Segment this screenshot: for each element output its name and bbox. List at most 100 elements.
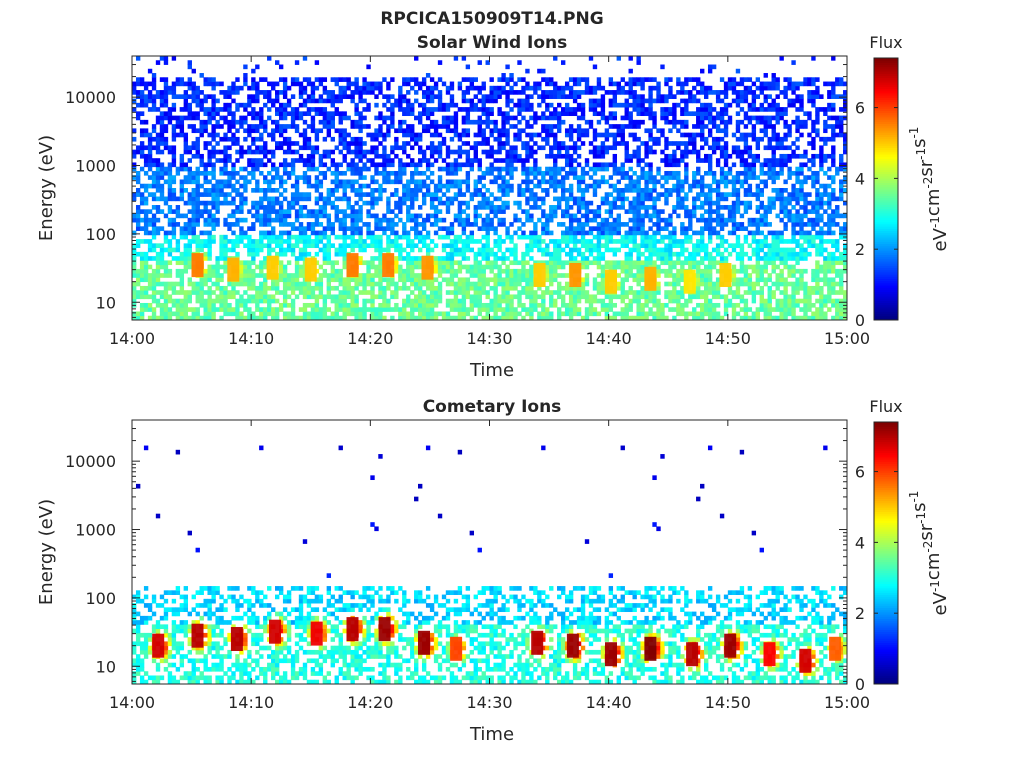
heat-cell <box>457 290 463 295</box>
heat-cell <box>298 85 304 91</box>
heat-cell <box>306 141 312 146</box>
heat-cell <box>568 260 574 266</box>
heat-cell <box>322 302 328 308</box>
heat-cell <box>139 226 145 231</box>
heat-cell <box>306 153 312 159</box>
heat-cell <box>378 260 383 266</box>
heat-cell <box>429 281 435 287</box>
heat-cell <box>306 136 312 142</box>
heat-cell <box>461 251 467 257</box>
heat-cell <box>163 77 169 82</box>
heat-cell <box>318 273 324 278</box>
heat-cell <box>461 179 467 185</box>
heat-cell <box>159 188 165 193</box>
heat-cell <box>457 239 463 244</box>
heat-cell <box>557 247 562 253</box>
heat-cell <box>159 209 165 214</box>
heat-cell <box>354 307 359 312</box>
heat-cell <box>549 281 554 287</box>
heat-cell <box>676 256 681 261</box>
heat-cell <box>600 132 606 138</box>
heat-cell <box>195 217 200 223</box>
heat-cell <box>437 196 443 202</box>
heat-cell <box>132 281 137 287</box>
heat-cell <box>620 188 625 193</box>
heat-cell <box>171 85 177 91</box>
heat-cell <box>477 119 482 125</box>
heat-cell <box>616 311 621 317</box>
heat-cell <box>251 247 256 253</box>
heat-cell <box>624 268 629 274</box>
heat-cell <box>231 213 236 219</box>
heat-cell <box>390 294 395 300</box>
heat-cell <box>529 285 534 291</box>
heat-cell <box>561 311 566 317</box>
heat-cell <box>374 213 379 219</box>
heat-cell <box>151 162 157 168</box>
heat-cell <box>473 102 478 108</box>
heat-cell <box>207 264 212 270</box>
heat-cell <box>592 98 598 104</box>
heat-cell <box>326 132 332 138</box>
heat-cell <box>561 260 566 266</box>
heat-cell <box>282 230 288 236</box>
heat-cell <box>366 90 371 95</box>
heat-cell <box>449 179 455 185</box>
heat-cell <box>473 179 478 185</box>
heat-cell <box>497 239 502 244</box>
heat-cell <box>294 115 300 121</box>
heat-cell <box>509 85 514 91</box>
heat-cell <box>640 290 645 295</box>
heat-cell <box>378 311 383 317</box>
heat-cell <box>191 234 196 240</box>
heat-cell <box>271 128 276 134</box>
heat-cell <box>485 230 490 236</box>
heat-cell <box>282 188 288 193</box>
heat-cell <box>267 158 272 163</box>
heat-cell <box>219 302 224 308</box>
heat-cell <box>624 230 629 236</box>
heat-cell <box>275 60 280 65</box>
heat-cell <box>410 247 415 253</box>
heat-cell <box>644 179 649 185</box>
heat-cell <box>421 226 427 231</box>
heat-cell <box>461 298 467 304</box>
heat-cell <box>275 94 280 99</box>
heat-cell <box>672 234 677 240</box>
heat-cell <box>429 153 435 159</box>
heat-cell <box>620 311 625 317</box>
heat-cell <box>525 98 530 104</box>
heat-cell <box>600 200 606 206</box>
heat-cell <box>489 94 494 99</box>
heat-cell <box>163 56 169 61</box>
heat-cell <box>243 196 248 202</box>
heat-cell <box>648 213 653 219</box>
heat-cell <box>390 239 395 244</box>
heat-cell <box>298 239 304 244</box>
heat-cell <box>159 77 165 82</box>
heat-cell <box>561 209 566 214</box>
heat-cell <box>390 192 395 197</box>
heat-cell <box>187 179 192 185</box>
heat-cell <box>660 149 665 155</box>
heat-cell <box>453 239 459 244</box>
heat-cell <box>588 260 594 266</box>
heat-cell <box>505 64 510 70</box>
heat-cell <box>600 102 606 108</box>
heat-cell <box>588 247 594 253</box>
heat-cell <box>592 298 598 304</box>
heat-cell <box>553 298 558 304</box>
heat-cell <box>338 136 343 142</box>
heat-cell <box>640 94 645 99</box>
heat-cell <box>135 111 141 117</box>
heat-cell <box>275 141 280 146</box>
heat-cell <box>143 183 149 189</box>
heat-cell <box>580 256 586 261</box>
heat-cell <box>342 281 347 287</box>
heat-cell <box>251 115 256 121</box>
heat-cell <box>410 102 415 108</box>
heat-cell <box>362 153 367 159</box>
heat-cell <box>358 136 363 142</box>
heat-cell <box>410 77 415 82</box>
heat-cell <box>223 234 228 240</box>
